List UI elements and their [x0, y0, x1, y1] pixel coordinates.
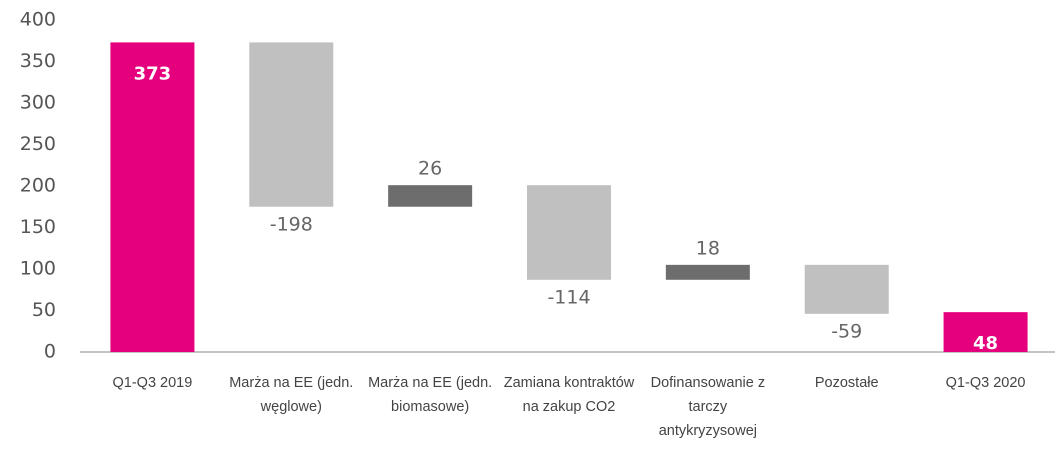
bar: [665, 264, 750, 280]
bar: [804, 264, 889, 314]
x-tick-label: Zamiana kontraktów na zakup CO2: [503, 375, 635, 415]
value-label: 48: [973, 333, 998, 354]
bar: [110, 42, 195, 352]
bar: [943, 312, 1028, 352]
value-label: 26: [418, 158, 442, 180]
x-tick-label: Dofinansowanie z tarczy antykryzysowej: [650, 375, 766, 439]
y-tick-label: 400: [20, 9, 56, 31]
x-tick-label: Q1-Q3 2020: [945, 375, 1026, 391]
value-label: 373: [134, 63, 172, 84]
bar: [388, 185, 473, 207]
x-tick-label: Marża na EE (jedn. biomasowe): [368, 375, 493, 415]
value-label: -198: [270, 213, 313, 235]
y-tick-label: 250: [20, 133, 56, 155]
y-tick-label: 0: [44, 341, 56, 363]
y-tick-label: 50: [32, 299, 56, 321]
bar: [527, 185, 611, 280]
x-tick-label: Pozostałe: [814, 375, 879, 391]
value-label: -59: [831, 320, 862, 342]
value-label: -114: [547, 286, 590, 308]
y-tick-label: 200: [20, 175, 56, 197]
y-tick-label: 150: [20, 216, 56, 238]
x-tick-label: Marża na EE (jedn. węglowe): [229, 375, 354, 415]
value-label: 18: [696, 237, 720, 259]
x-tick-label: Q1-Q3 2019: [112, 375, 193, 391]
bar: [249, 42, 334, 207]
y-tick-label: 350: [20, 50, 56, 72]
y-tick-label: 100: [20, 258, 56, 280]
y-tick-label: 300: [20, 92, 56, 114]
